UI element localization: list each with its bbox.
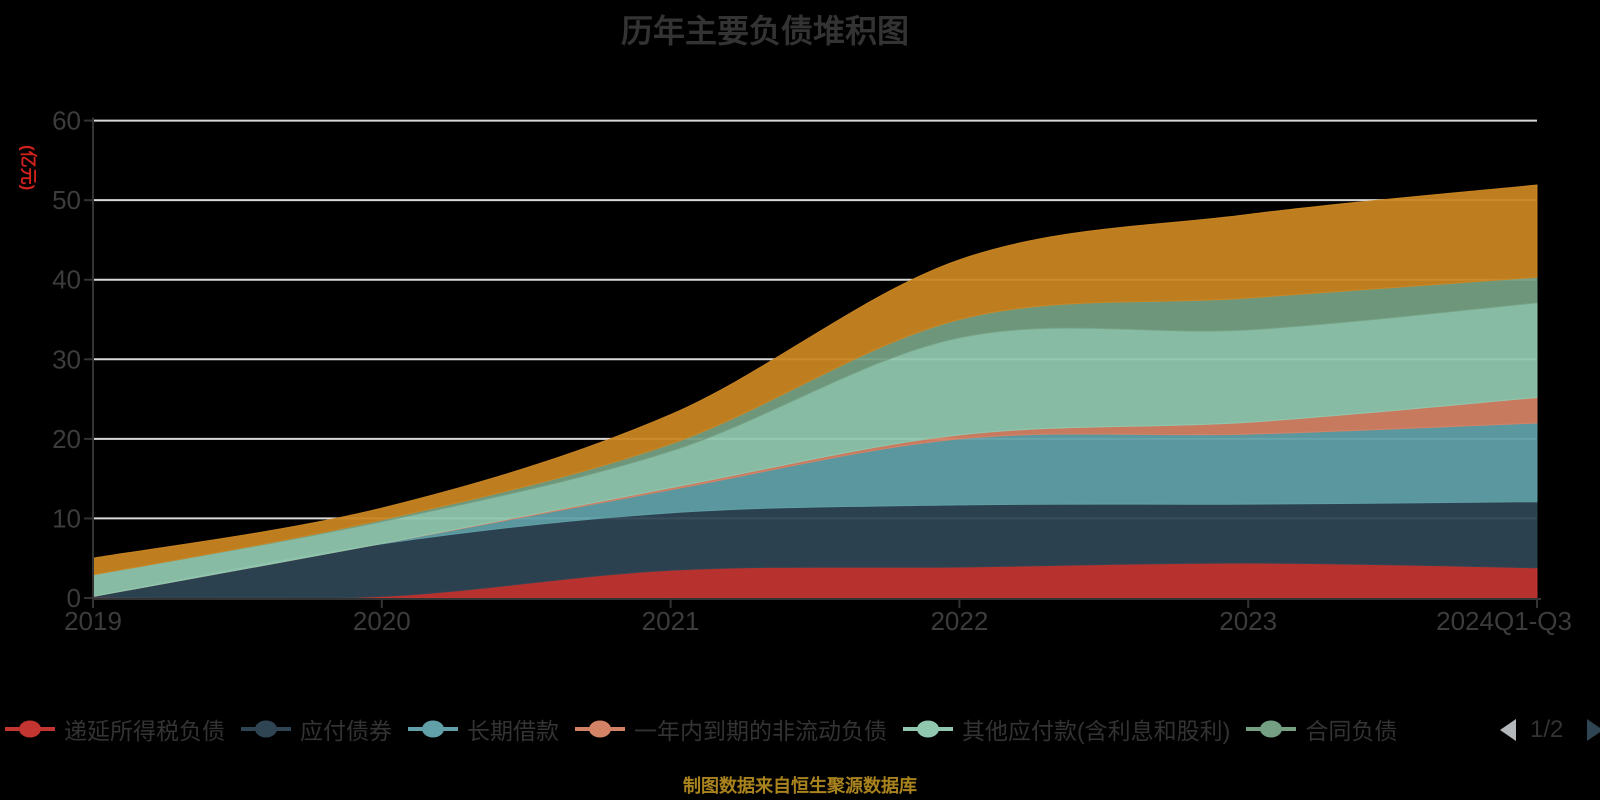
y-tick-label: 40 xyxy=(52,265,81,295)
chart-title: 历年主要负债堆积图 xyxy=(620,13,910,49)
legend-item-5[interactable]: 其他应付款(含利息和股利) xyxy=(903,712,1230,746)
y-tick-label: 50 xyxy=(52,185,81,215)
y-tick-label: 10 xyxy=(52,503,81,533)
legend-item-2[interactable]: 应付债券 xyxy=(241,712,392,746)
legend-item-3[interactable]: 长期借款 xyxy=(408,712,559,746)
legend-marker-icon xyxy=(575,720,625,738)
legend-marker-dot xyxy=(917,720,939,738)
legend-marker-dot xyxy=(1260,720,1283,738)
y-tick-label: 30 xyxy=(52,344,81,374)
legend-marker-dot xyxy=(589,720,611,738)
x-tick-label: 2021 xyxy=(642,606,700,636)
legend-marker-icon xyxy=(903,720,953,738)
legend-item-label: 长期借款 xyxy=(467,718,559,744)
x-tick-label: 2022 xyxy=(930,606,988,636)
legend-page-indicator: 1/2 xyxy=(1530,716,1564,743)
area-series-orange-6 xyxy=(92,184,1538,576)
legend-item-4[interactable]: 一年内到期的非流动负债 xyxy=(575,712,887,746)
legend-marker-dot xyxy=(19,720,41,738)
x-tick-label: 2020 xyxy=(353,606,411,636)
legend-marker-icon xyxy=(5,720,55,738)
legend-item-6[interactable]: 合同负债 xyxy=(1246,712,1397,746)
legend-marker-icon xyxy=(241,720,291,738)
legend-marker-dot xyxy=(422,720,444,738)
legend-marker-icon xyxy=(408,720,458,738)
y-tick-label: 20 xyxy=(52,424,81,454)
legend-prev-arrow-icon[interactable] xyxy=(1500,719,1516,741)
x-tick-label: 2024Q1-Q3 xyxy=(1436,606,1572,636)
legend-item-1[interactable]: 递延所得税负债 xyxy=(5,712,225,746)
legend-item-label: 递延所得税负债 xyxy=(64,718,225,744)
legend-marker-dot xyxy=(255,720,277,738)
legend-item-label: 其他应付款(含利息和股利) xyxy=(962,718,1231,744)
y-tick-label: 60 xyxy=(52,106,81,136)
legend-pager: 1/2 xyxy=(1500,716,1600,744)
legend-item-label: 应付债券 xyxy=(300,718,392,744)
legend-item-label: 一年内到期的非流动负债 xyxy=(634,718,887,744)
legend: 递延所得税负债 应付债券 长期借款 一年内到期的非流动负债 其他应付款(含利息和股利) 合… xyxy=(5,712,1397,746)
y-tick-label: 0 xyxy=(67,583,81,613)
legend-next-arrow-icon[interactable] xyxy=(1587,719,1600,741)
legend-marker-icon xyxy=(1246,720,1297,738)
data-source-note: 制图数据来自恒生聚源数据库 xyxy=(683,776,917,796)
legend-item-label: 合同负债 xyxy=(1305,718,1398,744)
x-tick-label: 2023 xyxy=(1219,606,1277,636)
x-tick-label: 2019 xyxy=(64,606,122,636)
